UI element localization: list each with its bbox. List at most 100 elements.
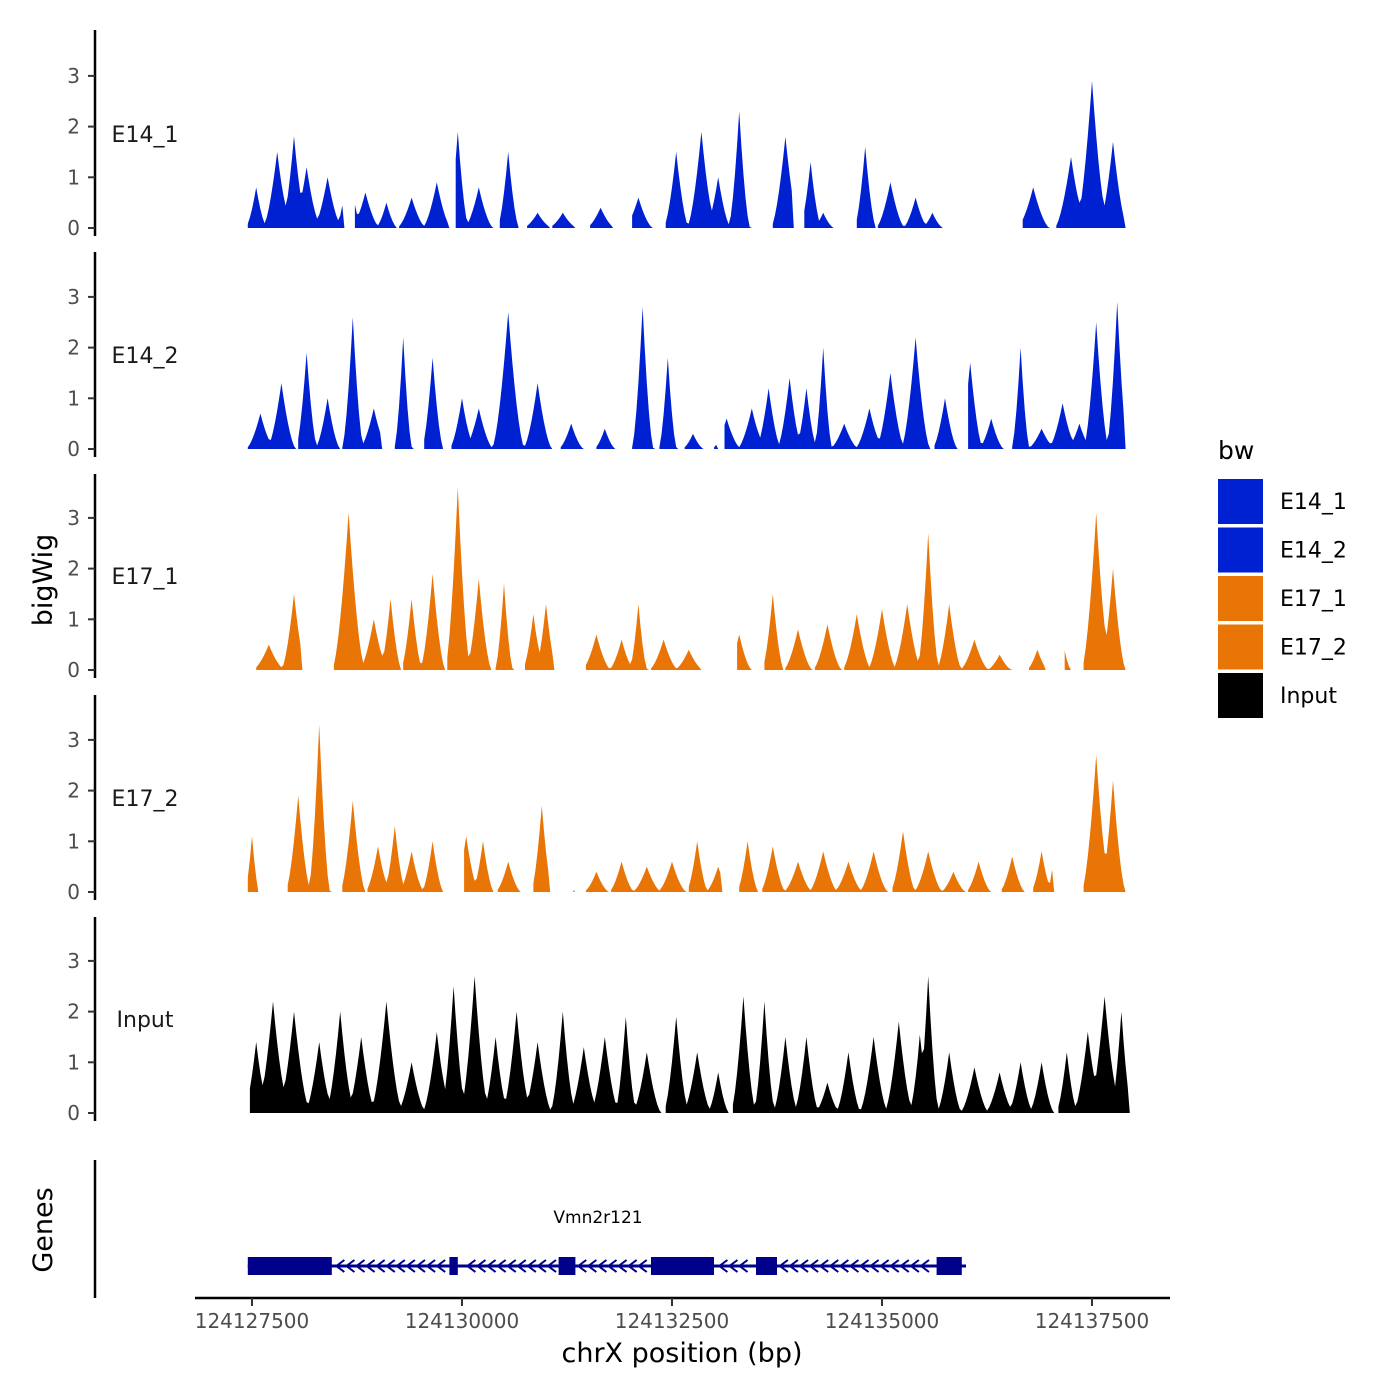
x-tick-label: 124137500 (1035, 1309, 1150, 1333)
track-Input: 0 1 2 3 Input (67, 917, 1130, 1125)
x-axis-title: chrX position (bp) (561, 1338, 802, 1369)
strand-arrow (606, 1259, 618, 1273)
legend-label-E17_1: E17_1 (1280, 587, 1347, 612)
legend-label-E14_2: E14_2 (1280, 539, 1347, 564)
legend-label-E17_2: E17_2 (1280, 636, 1347, 661)
x-tick-label: 124130000 (405, 1309, 520, 1333)
gene-exon (651, 1257, 714, 1275)
strand-arrow (354, 1259, 366, 1273)
track-E14_1: 0 1 2 3 E14_1 (67, 30, 1126, 240)
legend-swatch-E17_1 (1218, 576, 1263, 621)
strand-arrow (858, 1259, 870, 1273)
y-tick-label: 2 (67, 557, 80, 581)
track-label-E17_2: E17_2 (112, 787, 179, 812)
track-E17_1: 0 1 2 3 E17_1 (67, 474, 1126, 682)
strand-arrow (637, 1259, 648, 1273)
strand-arrow (808, 1259, 819, 1273)
strand-arrow (526, 1259, 537, 1273)
y-tick-label: 3 (67, 285, 80, 309)
legend-swatch-Input (1218, 673, 1263, 718)
y-tick-label: 2 (67, 1000, 80, 1024)
strand-arrow (848, 1259, 860, 1273)
y-tick-label: 0 (67, 658, 80, 682)
bigwig-tracks: 0 1 2 3 E14_1 0 1 2 3 E14_2 0 1 2 3 E17_1 0 1 2 3 E17_2 0 1 2 3… (67, 30, 1130, 1125)
gene-exon (449, 1257, 458, 1275)
y-tick-label: 1 (67, 1050, 80, 1074)
strand-arrow (395, 1259, 406, 1273)
signal-area-Input (249, 976, 1130, 1113)
y-tick-label: 0 (67, 437, 80, 461)
strand-arrow (435, 1259, 446, 1273)
strand-arrow (818, 1259, 829, 1273)
y-tick-label: 1 (67, 607, 80, 631)
x-tick-label: 124127500 (195, 1309, 310, 1333)
strand-arrow (375, 1259, 386, 1273)
legend-items: E14_1 E14_2 E17_1 E17_2 Input (1218, 479, 1347, 718)
x-axis: 124127500 124130000 124132500 124135000 1241… (195, 1296, 1170, 1369)
legend-swatch-E14_1 (1218, 479, 1263, 524)
track-E17_2: 0 1 2 3 E17_2 (67, 695, 1126, 904)
strand-arrow (415, 1259, 426, 1273)
strand-arrow (344, 1259, 356, 1273)
strand-arrow (788, 1259, 799, 1273)
strand-arrow (899, 1259, 910, 1273)
strand-arrow (616, 1259, 628, 1273)
y-axis-title: bigWig (28, 534, 59, 627)
track-label-E14_2: E14_2 (112, 344, 179, 369)
strand-arrow (586, 1259, 597, 1273)
y-tick-label: 0 (67, 880, 80, 904)
strand-arrow (485, 1259, 497, 1273)
strand-arrow (425, 1259, 436, 1273)
x-ticks: 124127500 124130000 124132500 124135000 1241… (195, 1298, 1150, 1333)
strand-arrow (737, 1259, 749, 1273)
y-tick-label: 3 (67, 728, 80, 752)
strand-arrow (405, 1259, 416, 1273)
y-tick-label: 0 (67, 1101, 80, 1125)
strand-arrow (465, 1259, 476, 1273)
track-E14_2: 0 1 2 3 E14_2 (67, 252, 1126, 461)
y-tick-label: 2 (67, 115, 80, 139)
y-tick-label: 3 (67, 949, 80, 973)
legend: bw E14_1 E14_2 E17_1 E17_2 Input (1218, 436, 1347, 718)
legend-title: bw (1218, 436, 1254, 465)
gene-exon (756, 1257, 777, 1275)
strand-arrow (717, 1259, 728, 1273)
strand-arrow (576, 1259, 587, 1273)
strand-arrow (798, 1259, 809, 1273)
strand-arrow (596, 1259, 608, 1273)
strand-arrow (546, 1259, 557, 1273)
strand-arrow (334, 1259, 345, 1273)
signal-area-E14_1 (247, 81, 1126, 228)
strand-arrow (495, 1259, 507, 1273)
strand-arrow (778, 1259, 789, 1273)
track-label-E14_1: E14_1 (112, 123, 179, 148)
strand-arrow (536, 1259, 547, 1273)
y-tick-label: 3 (67, 506, 80, 530)
track-label-Input: Input (117, 1008, 174, 1033)
strand-arrow (909, 1259, 920, 1273)
strand-arrow (475, 1259, 487, 1273)
y-tick-label: 1 (67, 386, 80, 410)
gene-model (247, 1257, 966, 1275)
gene-exon (936, 1257, 962, 1275)
y-tick-label: 2 (67, 779, 80, 803)
legend-label-E14_1: E14_1 (1280, 490, 1347, 515)
legend-swatch-E14_2 (1218, 527, 1263, 573)
gene-exon (558, 1257, 576, 1275)
x-tick-label: 124132500 (615, 1309, 730, 1333)
strand-arrow (727, 1259, 739, 1273)
strand-arrow (506, 1259, 517, 1273)
strand-arrow (919, 1259, 930, 1273)
y-tick-label: 1 (67, 165, 80, 189)
genes-panel-title: Genes (28, 1187, 59, 1272)
gene-exon (247, 1257, 332, 1275)
strand-arrow (868, 1259, 880, 1273)
strand-arrow (627, 1259, 638, 1273)
gene-name-label: Vmn2r121 (553, 1208, 642, 1228)
track-label-E17_1: E17_1 (112, 565, 179, 590)
y-tick-label: 0 (67, 216, 80, 240)
strand-arrow (364, 1259, 376, 1273)
strand-arrow (879, 1259, 890, 1273)
strand-arrow (385, 1259, 396, 1273)
